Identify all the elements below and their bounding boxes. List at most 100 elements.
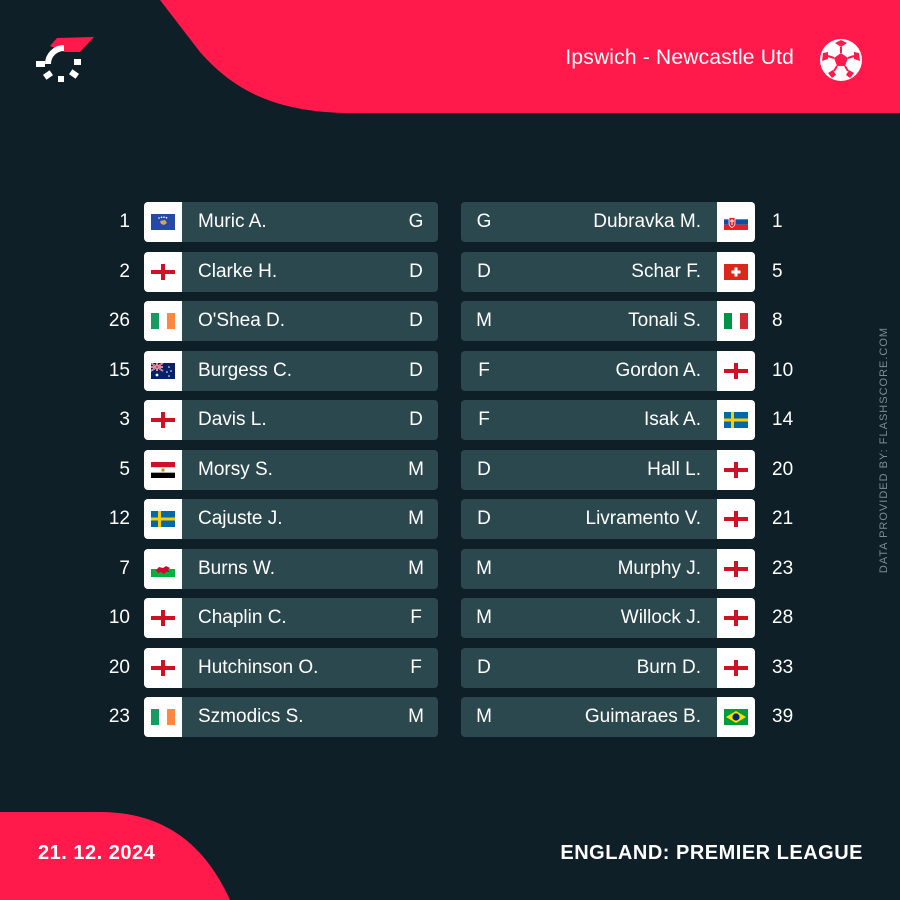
match-title: Ipswich - Newcastle Utd xyxy=(565,46,794,69)
lineup-row: 26 O'Shea D. D M Tonali S. 8 xyxy=(0,301,900,341)
home-player-name: Szmodics S. xyxy=(198,706,304,727)
away-player-bar: M Guimaraes B. xyxy=(461,697,755,737)
away-player-flag-icon xyxy=(717,548,755,589)
home-player-bar: Muric A. G xyxy=(144,202,438,242)
home-player-name: Morsy S. xyxy=(198,458,273,480)
home-player-bar: Burns W. M xyxy=(144,548,438,589)
away-player-bar: M Willock J. xyxy=(461,598,755,638)
away-player-flag-icon xyxy=(717,350,755,391)
away-player-number: 10 xyxy=(772,359,794,381)
away-player-flag-icon xyxy=(717,301,755,341)
header-accent-shape xyxy=(160,0,900,113)
away-player-name: Willock J. xyxy=(620,607,701,628)
home-player-flag-icon xyxy=(144,350,182,391)
away-player-number: 14 xyxy=(772,409,794,430)
away-player-flag-icon xyxy=(717,202,755,242)
away-player-bar: M Murphy J. xyxy=(461,548,755,589)
away-player-number: 5 xyxy=(772,260,783,282)
away-player-number: 20 xyxy=(772,458,794,480)
away-player-flag-icon xyxy=(717,449,755,490)
away-player-name: Hall L. xyxy=(647,458,701,480)
away-player-bar: M Tonali S. xyxy=(461,301,755,341)
home-player-flag-icon xyxy=(144,202,182,242)
away-player-bar: D Schar F. xyxy=(461,251,755,292)
home-player-name: Chaplin C. xyxy=(198,607,287,628)
home-player-flag-icon xyxy=(144,301,182,341)
away-player-flag-icon xyxy=(717,400,755,440)
home-player-position: M xyxy=(408,706,424,727)
home-player-number: 7 xyxy=(119,557,130,579)
home-player-name: Hutchinson O. xyxy=(198,656,319,678)
away-player-position: M xyxy=(476,706,492,727)
away-player-flag-icon xyxy=(717,251,755,292)
home-player-bar: Davis L. D xyxy=(144,400,438,440)
away-player-position: M xyxy=(476,607,492,628)
lineup-row: 2 Clarke H. D D Schar F. 5 xyxy=(0,251,900,292)
away-player-number: 39 xyxy=(772,706,794,727)
home-player-position: D xyxy=(409,359,423,381)
away-player-number: 21 xyxy=(772,508,794,529)
away-player-bar: D Livramento V. xyxy=(461,499,755,539)
home-player-number: 10 xyxy=(108,607,130,628)
home-player-name: Burns W. xyxy=(198,557,276,579)
home-player-bar: Burgess C. D xyxy=(144,350,438,391)
soccer-ball-icon xyxy=(820,39,862,81)
away-player-name: Tonali S. xyxy=(628,310,701,331)
home-player-flag-icon xyxy=(144,697,182,737)
lineup-row: 20 Hutchinson O. F D Burn D. 33 xyxy=(0,647,900,688)
lineup-row: 7 Burns W. M M Murphy J. 23 xyxy=(0,548,900,589)
home-player-flag-icon xyxy=(144,400,182,440)
home-player-number: 3 xyxy=(119,409,130,430)
home-player-bar: Morsy S. M xyxy=(144,449,438,490)
home-player-bar: Hutchinson O. F xyxy=(144,647,438,688)
flashscore-logo-icon xyxy=(36,37,94,82)
away-player-position: D xyxy=(477,260,491,282)
away-player-position: D xyxy=(477,458,491,480)
away-player-name: Dubravka M. xyxy=(593,211,701,232)
away-player-position: F xyxy=(478,359,490,381)
away-player-name: Murphy J. xyxy=(617,557,701,579)
away-player-number: 23 xyxy=(772,557,794,579)
home-player-name: O'Shea D. xyxy=(198,310,286,331)
home-player-number: 26 xyxy=(108,310,130,331)
home-player-position: M xyxy=(408,557,424,579)
lineup-row: 23 Szmodics S. M M Guimaraes B. 39 xyxy=(0,697,900,737)
home-player-flag-icon xyxy=(144,548,182,589)
away-player-flag-icon xyxy=(717,647,755,688)
home-player-number: 15 xyxy=(108,359,130,381)
home-player-bar: Szmodics S. M xyxy=(144,697,438,737)
match-date: 21. 12. 2024 xyxy=(38,842,156,864)
home-player-bar: Clarke H. D xyxy=(144,251,438,292)
away-player-number: 1 xyxy=(772,211,783,232)
away-player-bar: F Isak A. xyxy=(461,400,755,440)
away-player-flag-icon xyxy=(717,598,755,638)
home-player-position: D xyxy=(409,310,423,331)
home-player-name: Muric A. xyxy=(198,211,267,232)
home-player-number: 12 xyxy=(108,508,130,529)
away-player-flag-icon xyxy=(717,697,755,737)
home-player-number: 23 xyxy=(108,706,130,727)
away-player-bar: D Hall L. xyxy=(461,449,755,490)
home-player-name: Cajuste J. xyxy=(198,508,283,529)
away-player-position: F xyxy=(478,409,490,430)
away-player-number: 8 xyxy=(772,310,783,331)
home-player-flag-icon xyxy=(144,647,182,688)
home-player-number: 2 xyxy=(119,260,130,282)
home-player-position: G xyxy=(408,211,424,232)
away-player-name: Gordon A. xyxy=(615,359,701,381)
data-credit: DATA PROVIDED BY: FLASHSCORE.COM xyxy=(878,326,890,574)
away-player-number: 33 xyxy=(772,656,794,678)
footer-accent-shape xyxy=(0,812,230,900)
away-player-position: M xyxy=(476,310,492,331)
away-player-flag-icon xyxy=(717,499,755,539)
home-player-bar: Chaplin C. F xyxy=(144,598,438,638)
home-player-flag-icon xyxy=(144,251,182,292)
away-player-name: Livramento V. xyxy=(585,508,701,529)
away-player-name: Burn D. xyxy=(636,656,701,678)
home-player-flag-icon xyxy=(144,499,182,539)
home-player-position: D xyxy=(409,260,423,282)
away-player-position: M xyxy=(476,557,492,579)
home-player-name: Davis L. xyxy=(198,409,267,430)
home-player-number: 20 xyxy=(108,656,130,678)
